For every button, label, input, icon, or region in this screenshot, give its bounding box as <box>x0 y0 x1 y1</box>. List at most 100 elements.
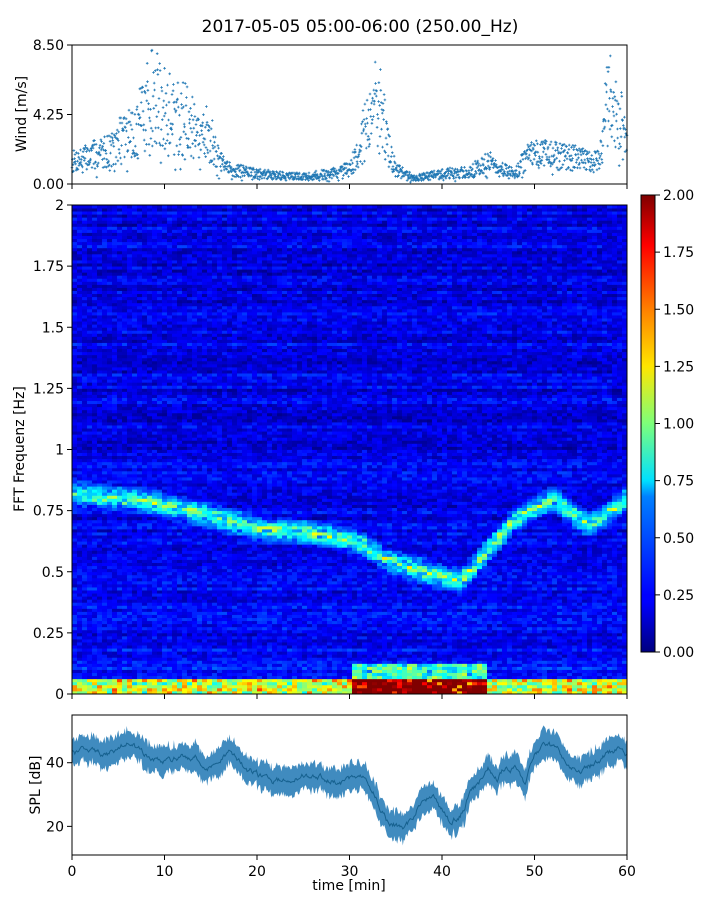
wind-point <box>266 168 270 172</box>
heatmap-cell <box>242 654 248 658</box>
heatmap-cell <box>377 657 383 661</box>
heatmap-cell <box>322 684 328 689</box>
heatmap-cell <box>227 629 233 634</box>
heatmap-cell <box>217 663 223 667</box>
heatmap-cell <box>102 602 108 606</box>
heatmap-cell <box>217 669 223 674</box>
heatmap-cell <box>492 623 498 628</box>
wind-point <box>119 156 122 160</box>
heatmap-cell <box>592 626 598 631</box>
heatmap-cell <box>322 611 328 615</box>
heatmap-cell <box>487 678 493 683</box>
heatmap-cell <box>267 654 273 658</box>
heatmap-cell <box>442 623 448 628</box>
heatmap-cell <box>77 611 83 615</box>
heatmap-cell <box>172 648 178 652</box>
heatmap-cell <box>272 642 278 646</box>
heatmap-cell <box>227 626 233 631</box>
heatmap-cell <box>447 660 453 664</box>
heatmap-cell <box>442 669 448 674</box>
heatmap-cell <box>137 620 143 625</box>
heatmap-cell <box>422 608 428 612</box>
wind-point <box>130 155 133 159</box>
heatmap-cell <box>107 666 113 670</box>
heatmap-cell <box>602 635 608 640</box>
heatmap-cell <box>492 620 498 625</box>
heatmap-cell <box>122 596 128 600</box>
heatmap-cell <box>192 663 198 667</box>
heatmap-cell <box>612 672 618 677</box>
heatmap-cell <box>127 669 133 674</box>
heatmap-cell <box>392 614 398 618</box>
heatmap-cell <box>387 675 393 680</box>
wind-point <box>365 117 368 120</box>
wind-point <box>341 165 344 169</box>
heatmap-cell <box>567 657 573 661</box>
heatmap-cell <box>372 608 378 612</box>
heatmap-cell <box>477 614 483 618</box>
heatmap-cell <box>202 678 208 683</box>
heatmap-cell <box>297 672 303 677</box>
heatmap-cell <box>512 645 518 649</box>
heatmap-cell <box>87 596 93 600</box>
heatmap-cell <box>222 620 228 625</box>
heatmap-cell <box>382 660 388 664</box>
heatmap-cell <box>332 651 338 655</box>
heatmap-cell <box>352 657 358 661</box>
heatmap-cell <box>562 617 568 622</box>
heatmap-cell <box>417 611 423 615</box>
heatmap-cell <box>567 687 573 692</box>
heatmap-cell <box>292 614 298 618</box>
heatmap-cell <box>352 642 358 646</box>
heatmap-cell <box>407 614 413 618</box>
heatmap-cell <box>437 614 443 618</box>
heatmap-cell <box>347 666 353 670</box>
heatmap-cell <box>132 599 138 603</box>
heatmap-cell <box>617 660 623 664</box>
heatmap-cell <box>357 602 363 606</box>
heatmap-cell <box>72 599 78 603</box>
heatmap-cell <box>467 614 473 618</box>
heatmap-cell <box>467 678 473 683</box>
heatmap-cell <box>222 675 228 680</box>
heatmap-cell <box>287 678 293 683</box>
heatmap-cell <box>407 681 413 686</box>
heatmap-cell <box>237 687 243 692</box>
heatmap-cell <box>117 684 123 689</box>
heatmap-cell <box>302 678 308 683</box>
wind-point <box>101 145 104 148</box>
heatmap-cell <box>437 657 443 661</box>
heatmap-cell <box>152 602 158 606</box>
wind-point <box>155 141 158 145</box>
heatmap-cell <box>207 620 213 625</box>
heatmap-cell <box>162 620 168 625</box>
heatmap-cell <box>112 642 118 646</box>
heatmap-cell <box>552 642 558 646</box>
heatmap-cell <box>462 614 468 618</box>
heatmap-cell <box>192 672 198 677</box>
heatmap-cell <box>287 623 293 628</box>
heatmap-cell <box>82 663 88 667</box>
wind-point <box>327 180 331 183</box>
heatmap-cell <box>617 638 623 643</box>
heatmap-cell <box>162 635 168 640</box>
heatmap-cell <box>357 617 363 622</box>
wind-point <box>120 121 124 125</box>
heatmap-cell <box>242 672 248 677</box>
heatmap-cell <box>337 684 343 689</box>
heatmap-cell <box>327 657 333 661</box>
wind-point <box>341 177 344 180</box>
wind-point <box>137 113 141 117</box>
heatmap-cell <box>567 681 573 686</box>
heatmap-cell <box>227 602 233 606</box>
wind-point <box>96 165 99 168</box>
heatmap-cell <box>407 626 413 631</box>
heatmap-cell <box>502 623 508 628</box>
wind-point <box>97 161 100 165</box>
heatmap-cell <box>287 681 293 686</box>
heatmap-cell <box>117 596 123 600</box>
heatmap-cell <box>447 657 453 661</box>
heatmap-cell <box>407 629 413 634</box>
heatmap-cell <box>477 651 483 655</box>
wind-point <box>107 159 110 163</box>
